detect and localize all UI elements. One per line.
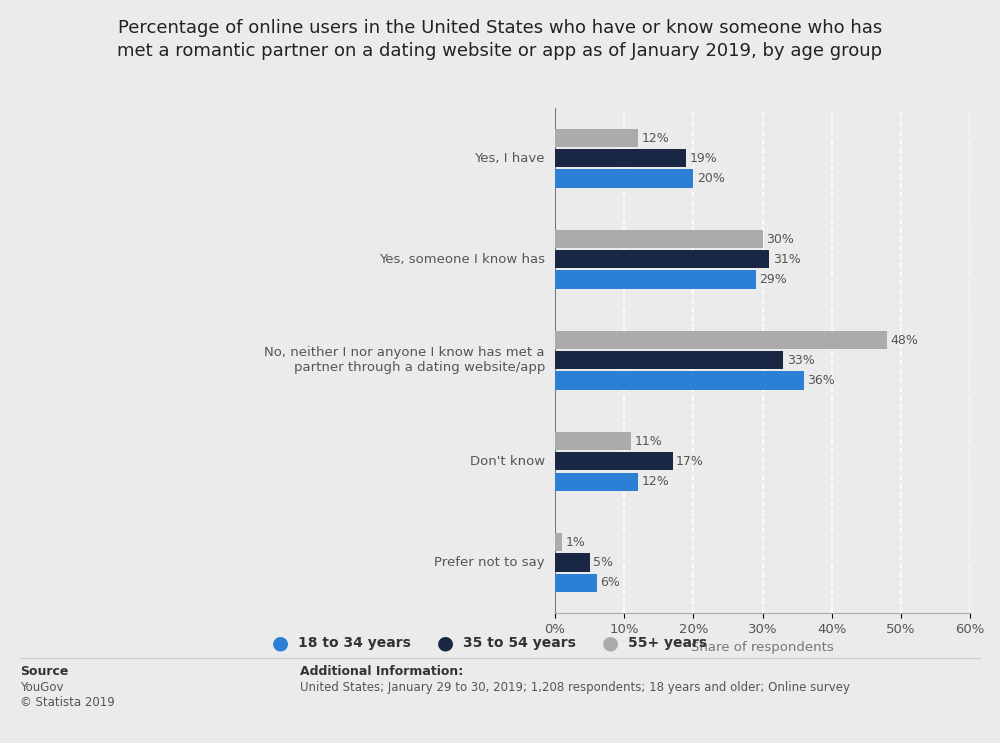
Bar	[555, 149, 686, 167]
Bar	[555, 372, 804, 389]
Text: 19%: 19%	[690, 152, 718, 165]
Text: Percentage of online users in the United States who have or know someone who has: Percentage of online users in the United…	[117, 19, 883, 60]
Text: YouGov
© Statista 2019: YouGov © Statista 2019	[20, 681, 115, 710]
Bar	[555, 230, 763, 248]
Text: Don't know: Don't know	[470, 455, 545, 468]
Text: 33%: 33%	[787, 354, 814, 367]
Text: 1%: 1%	[565, 536, 585, 549]
Text: ●: ●	[602, 633, 619, 652]
X-axis label: Share of respondents: Share of respondents	[691, 641, 834, 655]
Bar	[555, 331, 887, 349]
Text: Additional Information:: Additional Information:	[300, 665, 463, 678]
Bar	[555, 169, 693, 187]
Text: 31%: 31%	[773, 253, 801, 266]
Text: ●: ●	[272, 633, 288, 652]
Text: 6%: 6%	[600, 576, 620, 589]
Bar	[555, 574, 596, 591]
Text: 30%: 30%	[766, 233, 794, 246]
Text: 12%: 12%	[641, 475, 669, 488]
Bar	[555, 473, 638, 490]
Bar	[555, 432, 631, 450]
Text: Yes, I have: Yes, I have	[475, 152, 545, 165]
Bar	[555, 533, 562, 551]
Bar	[555, 129, 638, 147]
Text: 20%: 20%	[697, 172, 725, 185]
Text: 35 to 54 years: 35 to 54 years	[463, 636, 576, 649]
Text: 48%: 48%	[890, 334, 918, 347]
Text: Prefer not to say: Prefer not to say	[434, 556, 545, 569]
Text: 17%: 17%	[676, 455, 704, 468]
Text: 12%: 12%	[641, 132, 669, 145]
Text: Source: Source	[20, 665, 68, 678]
Text: 5%: 5%	[593, 556, 613, 569]
Text: 18 to 34 years: 18 to 34 years	[298, 636, 411, 649]
Text: 11%: 11%	[635, 435, 662, 448]
Bar	[555, 270, 756, 288]
Text: No, neither I nor anyone I know has met a
partner through a dating website/app: No, neither I nor anyone I know has met …	[264, 346, 545, 374]
Text: Yes, someone I know has: Yes, someone I know has	[379, 253, 545, 266]
Text: ●: ●	[437, 633, 454, 652]
Text: United States; January 29 to 30, 2019; 1,208 respondents; 18 years and older; On: United States; January 29 to 30, 2019; 1…	[300, 681, 850, 694]
Bar	[555, 250, 769, 268]
Bar	[555, 452, 673, 470]
Text: 55+ years: 55+ years	[628, 636, 707, 649]
Text: 36%: 36%	[807, 374, 835, 387]
Bar	[555, 554, 590, 571]
Text: 29%: 29%	[759, 273, 787, 286]
Bar	[555, 351, 783, 369]
